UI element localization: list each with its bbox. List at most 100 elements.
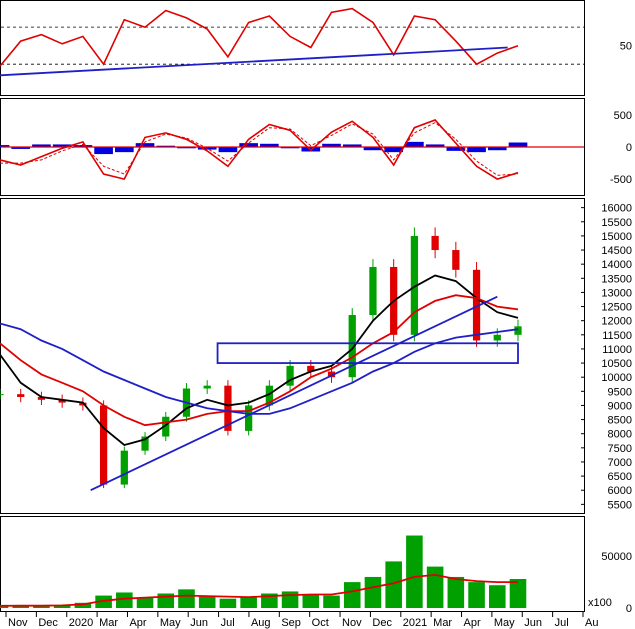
price-tick-label: 13500: [601, 273, 632, 285]
volume-bar: [323, 595, 340, 608]
macd-histogram-bar: [280, 147, 300, 149]
price-candle: [431, 235, 439, 251]
price-tick-label: 5500: [608, 499, 632, 511]
volume-frame: [0, 516, 585, 612]
x-tick-label: May: [494, 617, 515, 629]
macd-histogram-bar: [156, 145, 176, 147]
x-tick-label: 2021: [403, 617, 427, 629]
price-tick-label: 10000: [601, 372, 632, 384]
volume-bar: [385, 561, 402, 608]
x-tick-label: Nov: [342, 617, 362, 629]
price-candle: [224, 385, 232, 431]
price-candle: [203, 385, 211, 389]
macd-histogram-bar: [260, 143, 279, 147]
macd-tick-label: -500: [610, 174, 632, 186]
price-candle: [0, 394, 4, 396]
macd-histogram-bar: [11, 147, 31, 149]
volume-panel: 50000 0 x100: [0, 516, 632, 615]
macd-panel: 500 0 -500: [0, 98, 632, 196]
x-tick-label: Jul: [221, 617, 235, 629]
price-tick-label: 8000: [608, 429, 632, 441]
x-tick-label: 2020: [69, 617, 93, 629]
price-ma200-line: [0, 322, 519, 415]
x-tick-label: Nov: [8, 617, 28, 629]
x-tick-label: Dec: [38, 617, 58, 629]
price-tick-label: 12500: [601, 302, 632, 314]
macd-histogram-bar: [425, 144, 445, 147]
x-tick-label: Oct: [312, 617, 329, 629]
price-tick-label: 7500: [608, 443, 632, 455]
price-candle: [58, 399, 66, 403]
volume-bar: [219, 598, 237, 608]
volume-bar: [281, 591, 299, 608]
volume-bar: [198, 595, 216, 608]
macd-histogram-bar: [405, 141, 424, 147]
volume-bar: [74, 602, 92, 608]
price-candle: [410, 235, 419, 335]
x-tick-label: Mar: [99, 617, 118, 629]
price-ma20-line: [0, 274, 519, 446]
volume-bar: [447, 576, 465, 608]
volume-bar: [178, 589, 195, 608]
price-candle: [141, 436, 149, 451]
macd-tick-label: 500: [614, 110, 632, 122]
price-candle: [17, 394, 25, 397]
x-tick-label: Dec: [372, 617, 392, 629]
macd-histogram-bar: [73, 145, 93, 147]
price-tick-label: 16000: [601, 203, 632, 215]
volume-bar: [95, 595, 112, 608]
macd-histogram-bar: [384, 147, 404, 153]
price-candle: [37, 396, 46, 400]
macd-histogram-bar: [467, 147, 486, 153]
price-tick-label: 9500: [608, 386, 632, 398]
price-tick-label: 12000: [601, 316, 632, 328]
macd-histogram-bar: [487, 147, 507, 151]
price-candle: [369, 266, 377, 316]
macd-histogram-bar: [363, 147, 383, 151]
volume-bar: [240, 596, 257, 608]
volume-tick-label: 0: [626, 603, 632, 615]
macd-histogram-bar: [322, 143, 341, 147]
price-candle: [514, 326, 522, 335]
price-tick-label: 15000: [601, 231, 632, 243]
volume-bar: [468, 582, 485, 608]
volume-unit-label: x100: [588, 597, 612, 609]
price-trendline: [90, 295, 498, 492]
price-ma50-line: [0, 294, 519, 427]
macd-histogram-bar: [218, 147, 238, 153]
price-tick-label: 11500: [602, 330, 632, 342]
price-candle: [265, 385, 273, 406]
rsi-trendline: [0, 46, 508, 77]
price-candle: [286, 365, 294, 386]
x-tick-label: Au: [585, 617, 598, 629]
macd-histogram-bar: [0, 145, 10, 147]
rsi-tick-label: 50: [620, 41, 632, 53]
x-axis: Nov Dec 2020 Mar Apr May Jun Jul Aug Sep Oct Nov Dec…: [5, 612, 598, 629]
volume-bar: [406, 535, 423, 608]
x-tick-label: Aug: [251, 617, 271, 629]
rsi-panel: 50: [0, 0, 632, 96]
price-tick-label: 6500: [608, 471, 632, 483]
price-candle: [120, 450, 128, 485]
macd-histogram-bar: [114, 147, 134, 153]
price-tick-label: 14000: [601, 259, 632, 271]
macd-tick-label: 0: [626, 142, 632, 154]
x-tick-label: Apr: [129, 617, 146, 629]
macd-histogram-bar: [32, 144, 51, 147]
price-candle: [472, 269, 481, 341]
price-candle: [79, 402, 87, 406]
price-tick-label: 10500: [601, 358, 632, 370]
macd-histogram-bar: [177, 147, 196, 149]
volume-tick-label: 50000: [601, 551, 632, 563]
volume-bar: [426, 566, 444, 608]
x-tick-label: May: [160, 617, 181, 629]
price-tick-label: 8500: [608, 415, 632, 427]
volume-ma-line: [0, 573, 518, 607]
price-candle: [452, 250, 460, 270]
macd-histogram-bar: [239, 143, 258, 147]
volume-bar: [343, 582, 361, 608]
macd-histogram-bar: [446, 147, 466, 151]
x-tick-label: Mar: [433, 617, 452, 629]
